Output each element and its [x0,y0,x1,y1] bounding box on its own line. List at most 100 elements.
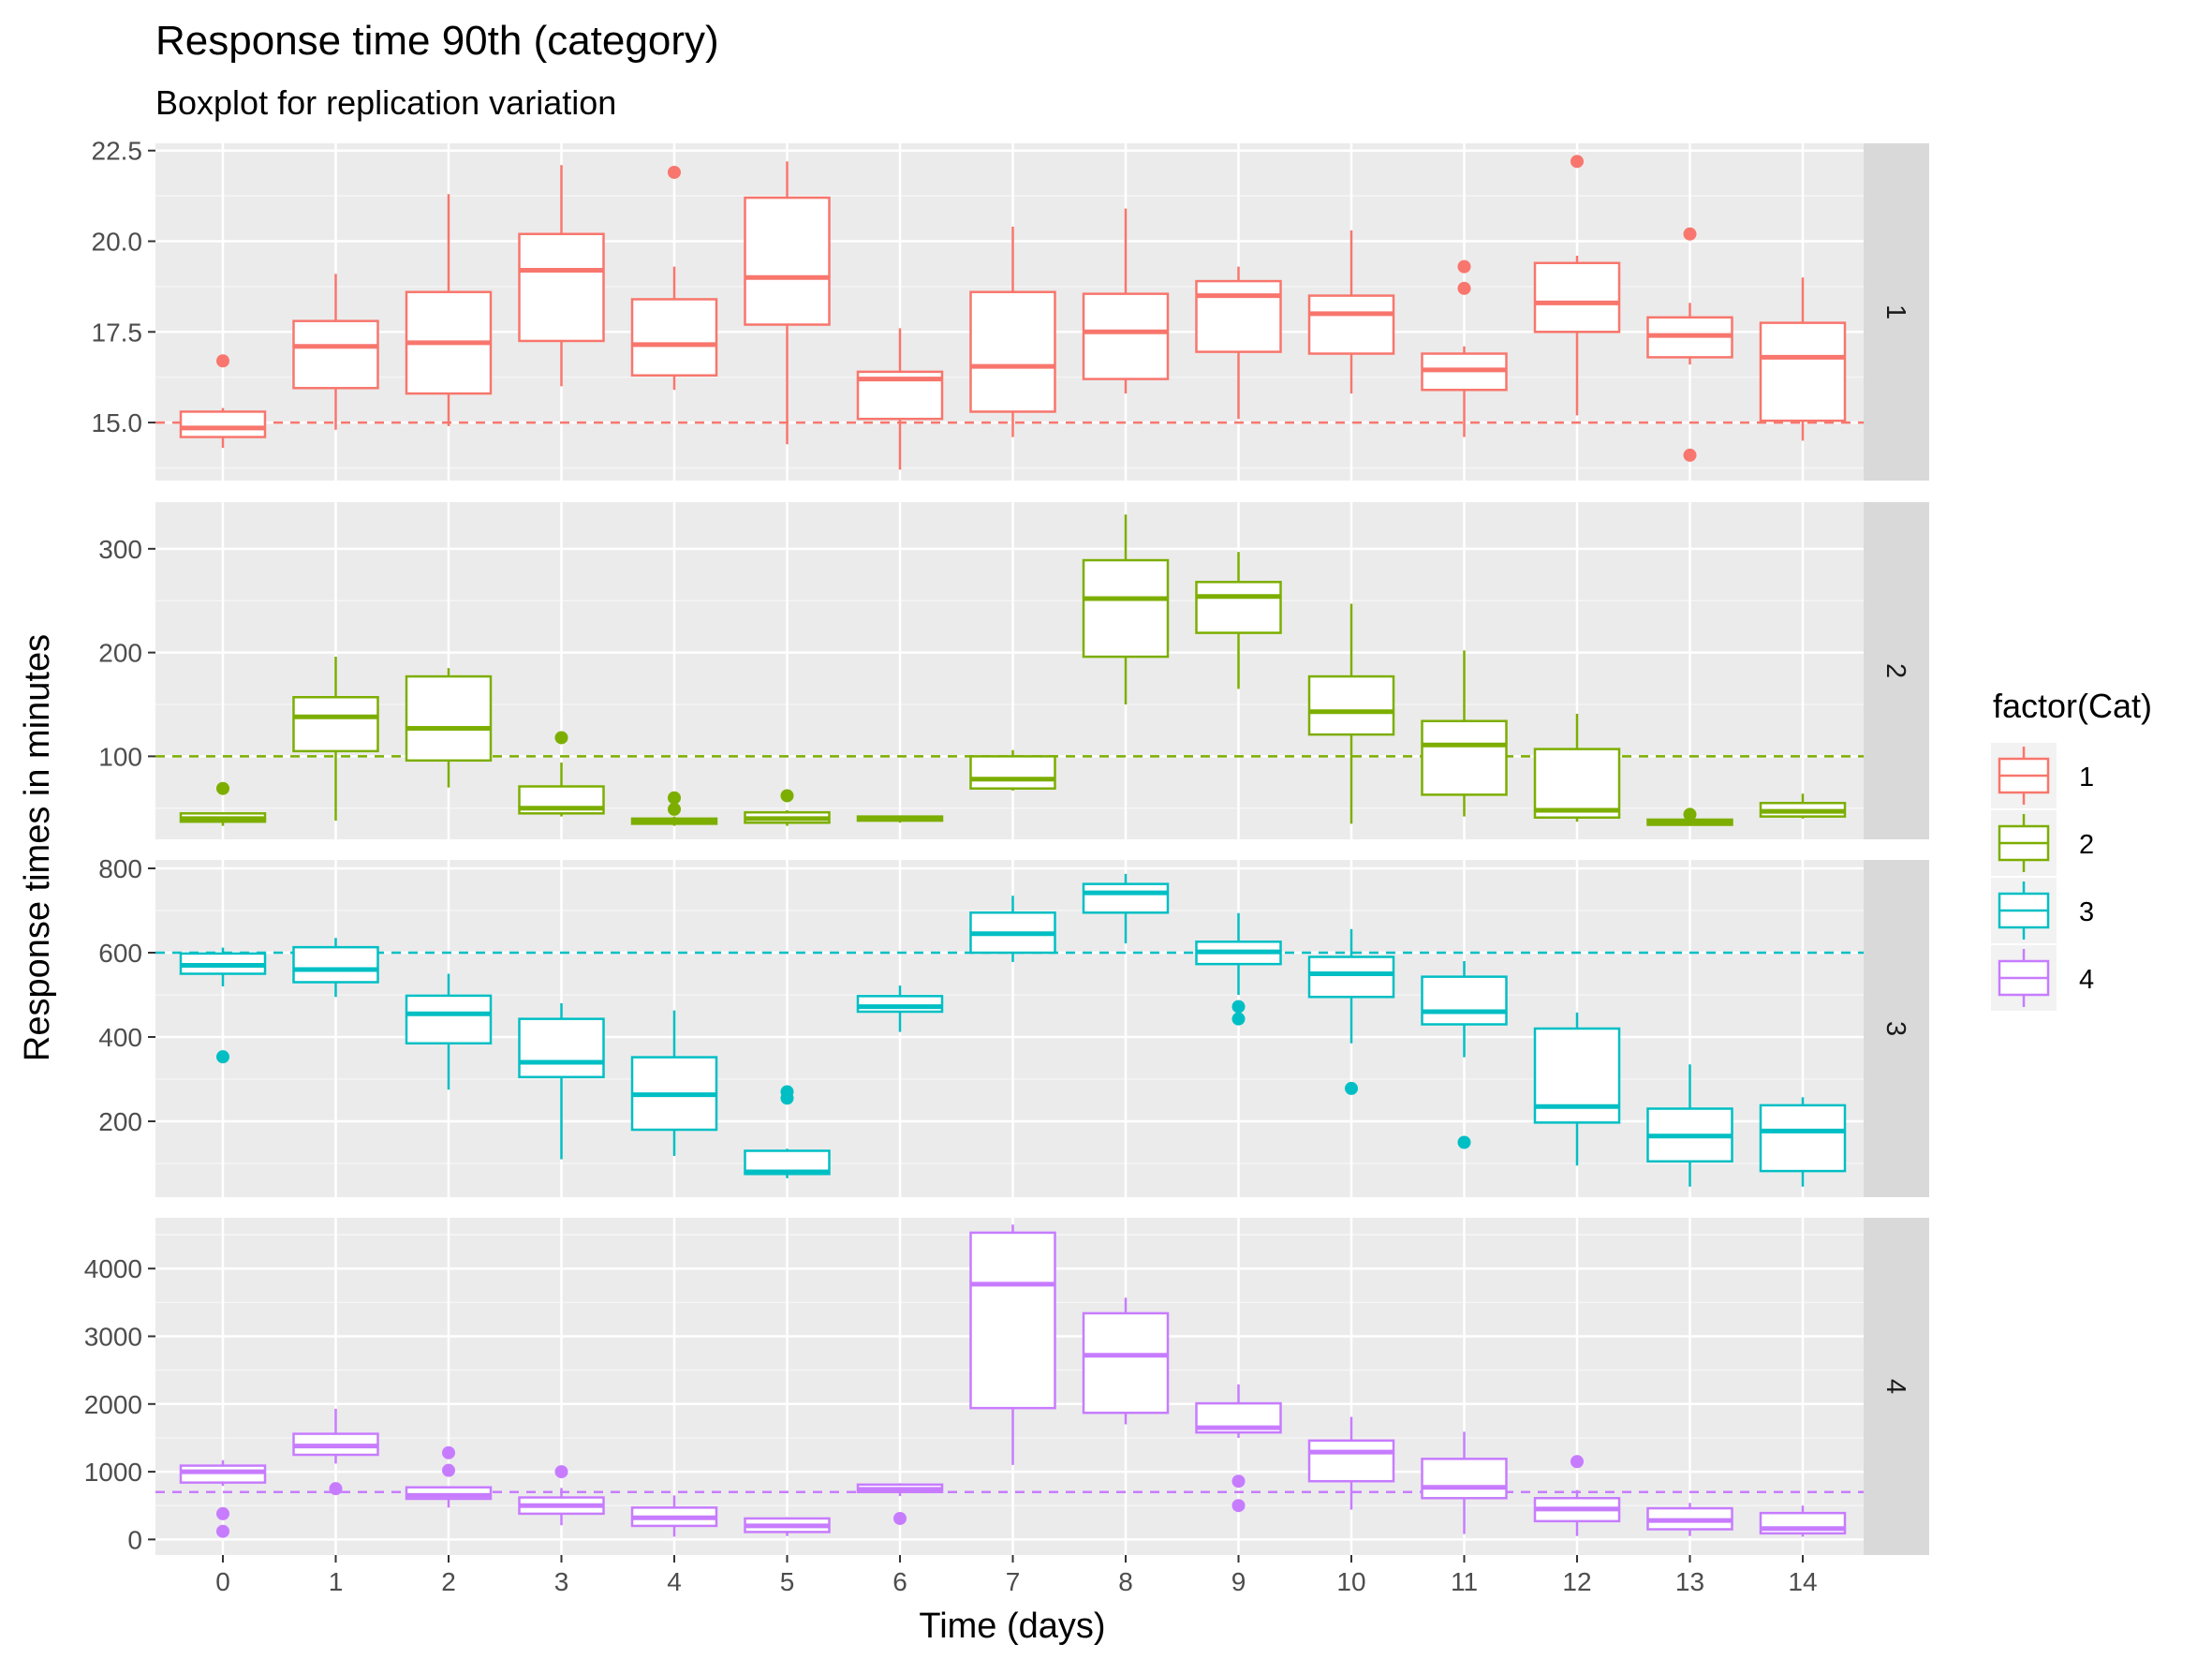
box-iqr [518,232,605,343]
outlier-point [554,731,568,745]
facet-strip-label: 3 [1880,1021,1910,1036]
box-day-8 [1082,514,1170,704]
outlier-point [893,1511,907,1525]
y-tick-label: 400 [98,1023,142,1052]
y-tick-label: 200 [98,639,142,668]
legend-item-label: 4 [2079,965,2094,995]
legend: factor(Cat) 1 2 3 4 [1991,687,2152,1011]
box-iqr [630,298,718,377]
y-tick-label: 0 [127,1525,142,1554]
x-tick-label: 6 [892,1567,907,1596]
box-day-5 [744,789,831,826]
y-tick-label: 20.0 [92,228,143,257]
box-day-7 [969,227,1056,437]
box-day-13 [1646,227,1733,462]
box-iqr [1307,674,1395,736]
box-day-9 [1195,1384,1282,1513]
box-iqr [1082,292,1170,380]
outlier-point [216,1506,229,1520]
facet-strip [1864,860,1929,1197]
chart-subtitle: Boxplot for replication variation [155,83,616,122]
box-iqr [179,1464,267,1484]
legend-item-1: 1 [1991,743,2094,808]
facet-strip [1864,502,1929,839]
facet-panel-2: 100 200 300 2 [98,502,1929,839]
x-tick-label: 1 [329,1567,344,1596]
box-iqr [1533,748,1621,819]
box-iqr [1082,1311,1170,1415]
box-day-8 [1082,208,1170,394]
box-day-14 [1759,1505,1847,1537]
facet-panel-1: 15.0 17.5 20.0 22.5 1 [92,137,1929,481]
x-axis-title: Time (days) [919,1607,1105,1646]
box-day-1 [292,274,379,430]
legend-item-label: 2 [2079,830,2094,860]
box-day-3 [518,165,605,387]
y-axis-title: Response times in minutes [18,634,57,1061]
y-tick-label: 300 [98,535,142,564]
box-iqr [1195,581,1282,634]
box-day-13 [1646,1064,1733,1187]
outlier-point [1345,1081,1358,1095]
x-tick-label: 7 [1006,1567,1021,1596]
box-day-0 [179,1459,267,1538]
box-day-1 [292,1408,379,1496]
box-day-8 [1082,873,1170,944]
box-day-11 [1421,259,1508,437]
box-iqr [856,995,944,1014]
y-tick-label: 17.5 [92,318,143,347]
outlier-point [1231,1499,1246,1513]
box-iqr [744,196,831,326]
box-day-13 [1646,1503,1733,1536]
box-day-1 [292,657,379,822]
y-tick-label: 2000 [84,1390,142,1419]
box-day-9 [1195,552,1282,689]
box-day-0 [179,947,267,1064]
outlier-point [1457,281,1471,295]
box-day-14 [1759,793,1847,819]
box-iqr [405,674,493,763]
box-iqr [1307,1439,1395,1483]
box-iqr [969,290,1056,413]
outlier-point [1231,1474,1246,1489]
box-day-0 [179,354,267,449]
legend-title: factor(Cat) [1993,687,2152,725]
box-day-0 [179,781,267,826]
facet-strip [1864,143,1929,481]
x-tick-label: 13 [1675,1567,1704,1596]
box-day-11 [1421,650,1508,817]
box-iqr [292,945,379,984]
outlier-point [668,802,681,816]
y-tick-label: 1000 [84,1458,142,1487]
legend-item-2: 2 [1991,810,2094,876]
x-tick-label: 11 [1451,1567,1478,1596]
outlier-point [442,1463,455,1477]
outlier-point [780,789,794,803]
box-day-10 [1307,230,1395,394]
box-day-10 [1307,928,1395,1095]
box-iqr [1421,1458,1508,1500]
box-iqr [1307,294,1395,355]
box-day-9 [1195,266,1282,420]
box-day-14 [1759,277,1847,441]
facet-strip [1864,1218,1929,1555]
outlier-point [554,1465,568,1479]
box-day-12 [1533,1455,1621,1536]
x-tick-label: 3 [554,1567,569,1596]
outlier-point [1683,448,1697,462]
y-tick-label: 22.5 [92,137,143,166]
box-day-6 [856,815,944,823]
box-day-5 [744,161,831,445]
facet-panel-4: 0 1000 2000 3000 4000 4 [84,1218,1929,1555]
legend-item-4: 4 [1991,945,2094,1011]
box-iqr [518,1017,605,1079]
box-day-2 [405,973,493,1090]
box-day-7 [969,1224,1056,1465]
chart-title: Response time 90th (category) [155,18,719,64]
y-tick-label: 3000 [84,1323,142,1352]
box-iqr [1195,279,1282,353]
box-iqr [1307,955,1395,999]
box-iqr [1533,261,1621,333]
legend-item-label: 1 [2079,763,2094,792]
